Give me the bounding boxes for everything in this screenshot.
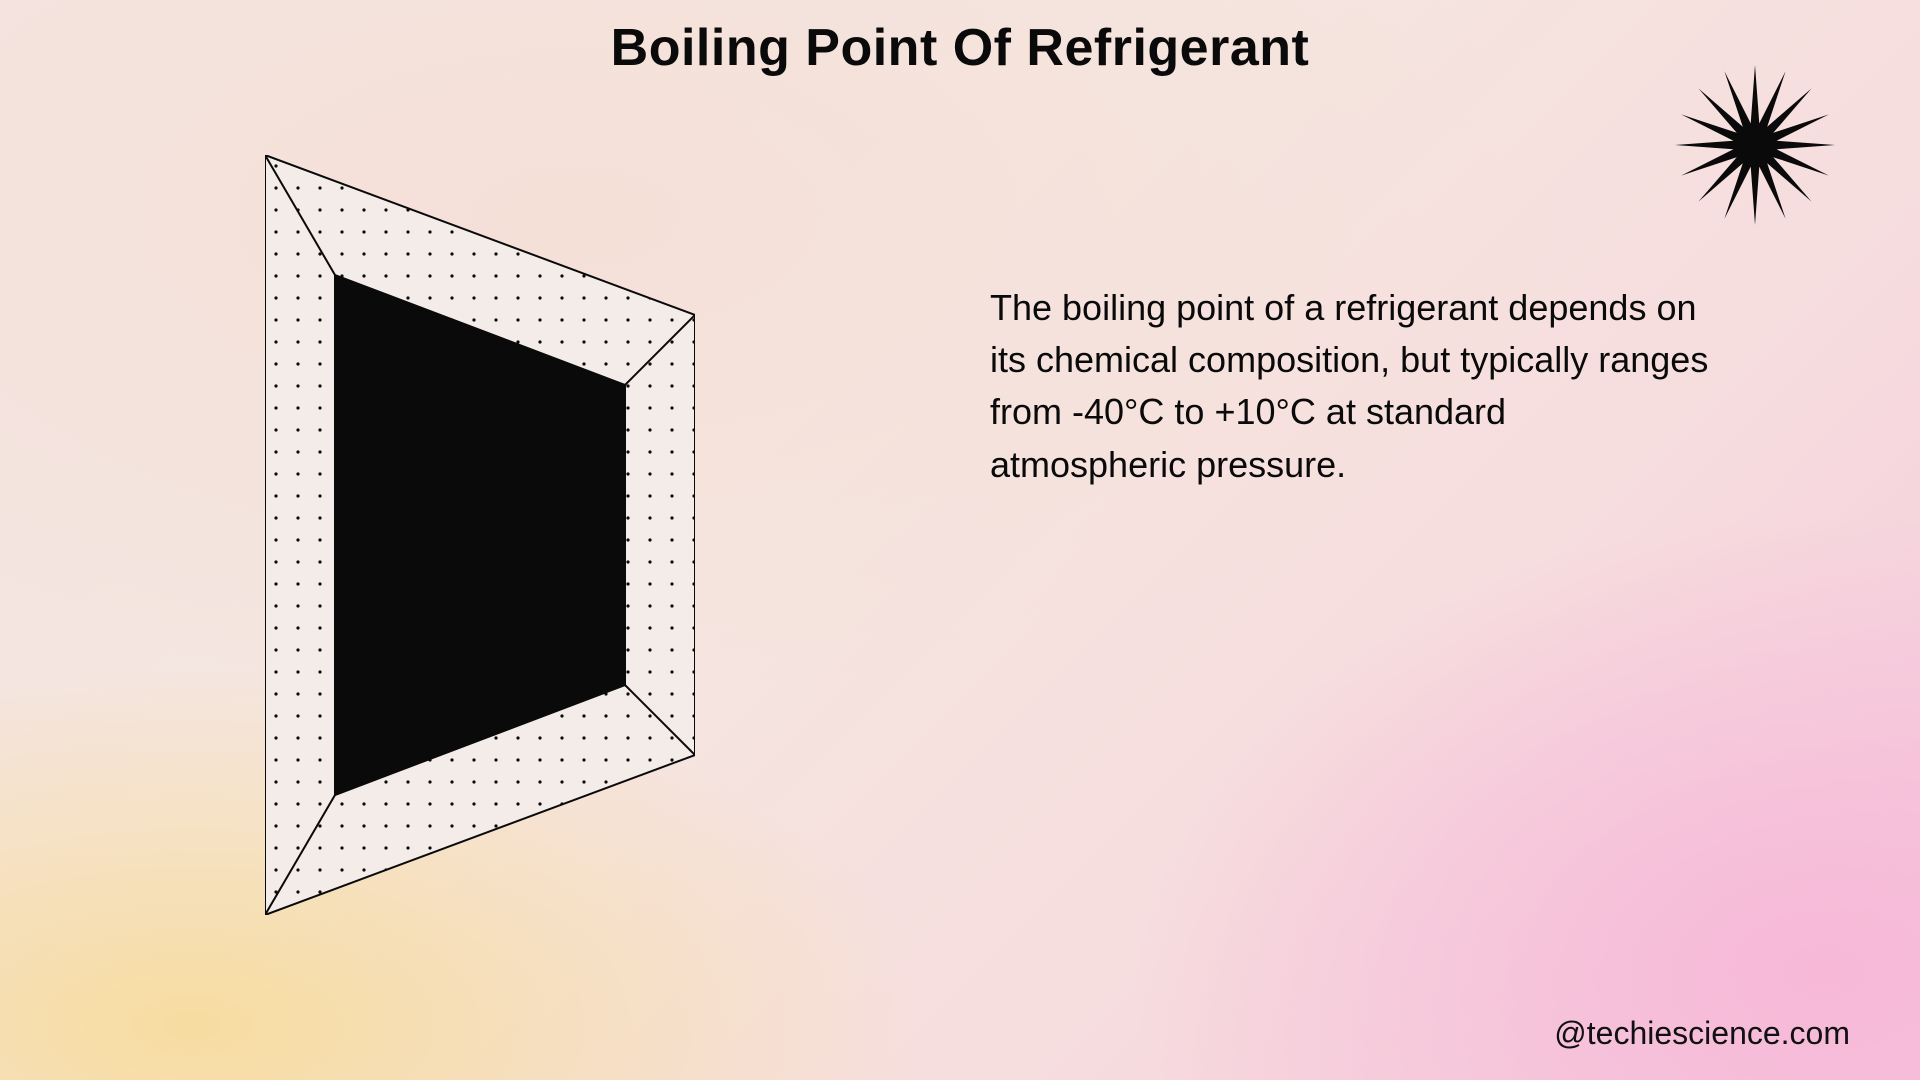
body-text: The boiling point of a refrigerant depen… — [990, 282, 1710, 491]
attribution-handle: @techiescience.com — [1554, 1015, 1850, 1052]
trapezoid-frame-graphic — [265, 155, 695, 915]
page-title: Boiling Point Of Refrigerant — [0, 18, 1920, 78]
starburst-icon — [1670, 60, 1840, 230]
